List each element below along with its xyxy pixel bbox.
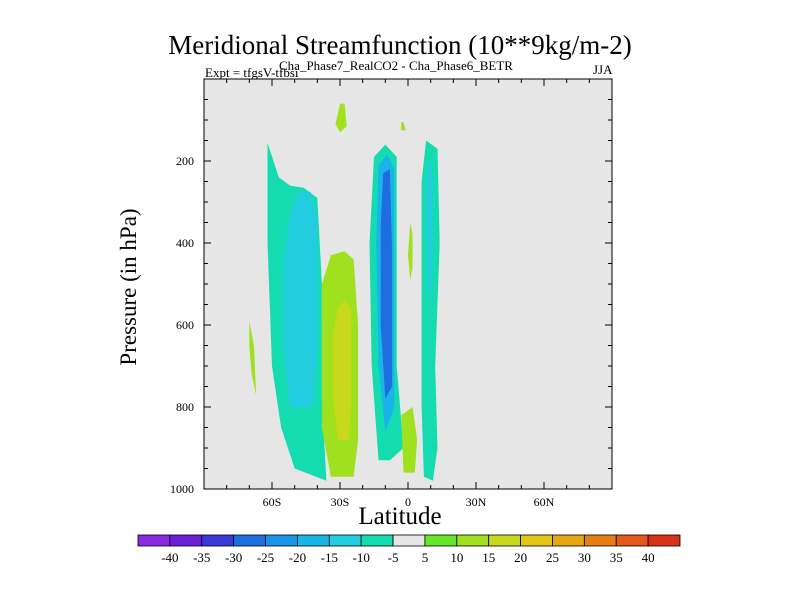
colorbar-label: -40 (161, 550, 178, 565)
colorbar-swatch (456, 534, 490, 547)
colorbar-label: -25 (257, 550, 274, 565)
colorbar-swatch (169, 534, 203, 547)
y-tick-label: 1000 (170, 482, 194, 496)
chart-subtitle: Cha_Phase7_RealCO2 - Cha_Phase6_BETR (279, 58, 513, 73)
x-axis-label: Latitude (358, 503, 442, 530)
colorbar-label: -10 (353, 550, 370, 565)
colorbar-label: 5 (422, 550, 429, 565)
x-tick-label: 60S (263, 495, 282, 509)
season-label: JJA (593, 62, 613, 77)
colorbar-swatch (137, 534, 171, 547)
contour-band-10N-outer (421, 140, 440, 481)
colorbar-label: 30 (578, 550, 591, 565)
colorbar-label: 20 (514, 550, 527, 565)
contour-spot-left-thin (249, 320, 257, 395)
x-tick-label: 30S (331, 495, 350, 509)
colorbar-swatch (233, 534, 266, 547)
colorbar-label: -35 (193, 550, 210, 565)
colorbar-swatch (647, 534, 681, 547)
colorbar-swatch (201, 534, 235, 547)
x-tick-label: 60N (534, 495, 555, 509)
y-tick-label: 200 (176, 154, 194, 168)
colorbar-swatch (297, 534, 330, 547)
colorbar-label: -30 (225, 550, 242, 565)
contour-band-60S-inner (283, 191, 318, 407)
contour-spot-eq-lower (401, 407, 418, 473)
colorbar-swatch (328, 534, 362, 547)
colorbar-swatch (583, 534, 617, 547)
x-tick-label: 30N (466, 495, 487, 509)
colorbar-label: -15 (321, 550, 338, 565)
colorbar-label: -5 (388, 550, 399, 565)
colorbar-swatch (265, 534, 298, 547)
experiment-label: Expt = tfgsV-tfbsi (205, 65, 299, 80)
chart-title: Meridional Streamfunction (10**9kg/m-2) (168, 30, 632, 60)
contour-spot-eq-top (401, 122, 406, 131)
colorbar-label: -20 (289, 550, 306, 565)
colorbar-swatch (360, 534, 394, 547)
colorbar-label: 25 (546, 550, 559, 565)
y-tick-label: 400 (176, 236, 194, 250)
colorbar-swatch (615, 534, 649, 547)
colorbar-label: 40 (642, 550, 655, 565)
colorbar-swatch (520, 534, 553, 547)
x-tick-label: 0 (405, 495, 411, 509)
colorbar-swatch (392, 534, 426, 547)
colorbar-swatch (552, 534, 585, 547)
colorbar-label: 10 (450, 550, 463, 565)
colorbar-swatch (424, 534, 458, 547)
colorbar-label: 35 (610, 550, 623, 565)
contour-band-30S-inner (333, 300, 352, 440)
y-tick-label: 800 (176, 400, 194, 414)
contour-spot-eq-small (408, 222, 413, 280)
contour-band-10N-inner (426, 161, 433, 305)
contour-band-eq-core (380, 169, 393, 399)
colorbar-label: 15 (482, 550, 495, 565)
contour-spot-upper (335, 103, 347, 133)
y-tick-label: 600 (176, 318, 194, 332)
colorbar-swatch (488, 534, 521, 547)
